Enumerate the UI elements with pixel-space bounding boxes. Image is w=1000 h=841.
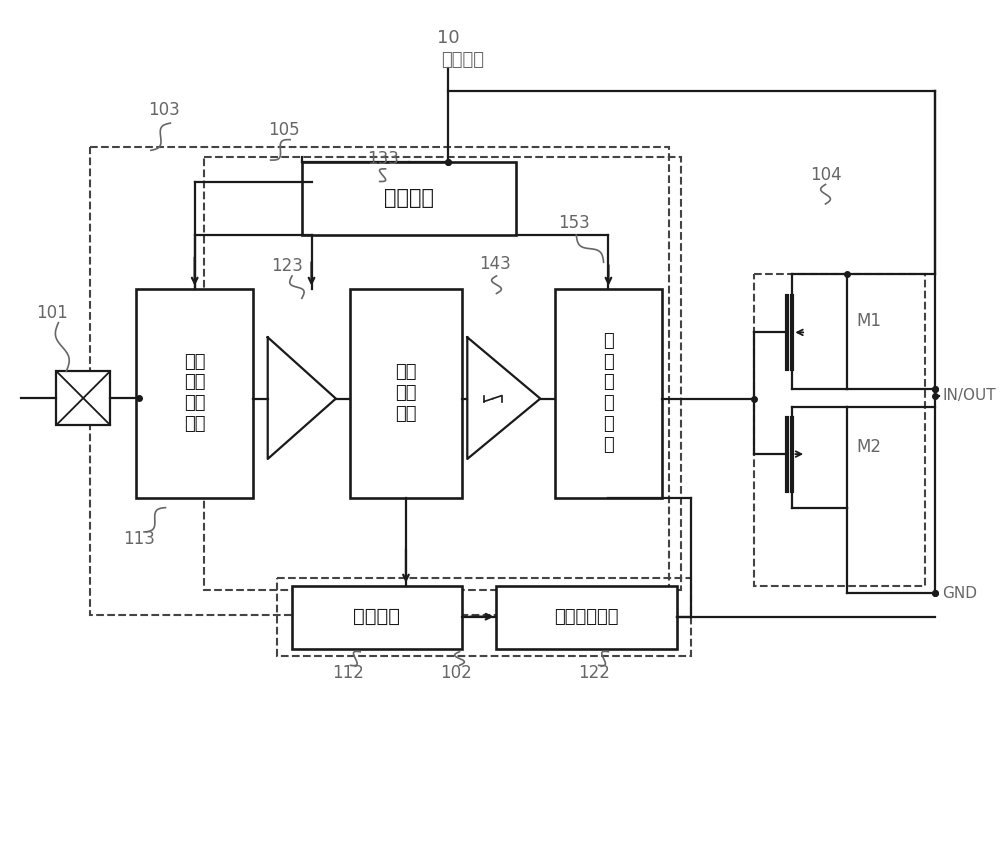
Text: IN/OUT: IN/OUT — [942, 389, 996, 403]
Text: 第
二
锁
存
单
元: 第 二 锁 存 单 元 — [603, 331, 614, 454]
Bar — [136, 288, 253, 498]
Polygon shape — [268, 337, 336, 459]
Text: 133: 133 — [367, 150, 399, 168]
Text: 123: 123 — [271, 257, 303, 275]
Text: GND: GND — [942, 586, 977, 600]
Text: 122: 122 — [578, 664, 610, 682]
Bar — [555, 288, 662, 498]
Bar — [292, 585, 462, 648]
Text: 104: 104 — [810, 166, 841, 183]
Text: M1: M1 — [857, 312, 882, 330]
Text: 101: 101 — [36, 304, 67, 322]
Bar — [204, 157, 681, 590]
Bar — [90, 147, 669, 615]
Text: 103: 103 — [148, 102, 179, 119]
Text: 第一锁存单元: 第一锁存单元 — [554, 608, 618, 626]
Text: 153: 153 — [558, 214, 590, 232]
Bar — [350, 288, 462, 498]
Text: 时钟模块: 时钟模块 — [384, 188, 434, 208]
Bar — [56, 372, 110, 425]
Text: 143: 143 — [479, 256, 510, 273]
Text: 寄存单元: 寄存单元 — [353, 607, 400, 627]
Text: 105: 105 — [268, 121, 300, 139]
Text: 102: 102 — [440, 664, 471, 682]
Text: 10: 10 — [437, 29, 459, 47]
Bar — [302, 162, 516, 235]
Text: 112: 112 — [333, 664, 364, 682]
Text: 动态
消除
失调
单元: 动态 消除 失调 单元 — [184, 352, 205, 433]
Text: M2: M2 — [857, 438, 882, 457]
Bar — [754, 274, 925, 585]
Text: 直流电压: 直流电压 — [441, 50, 484, 69]
Bar — [277, 578, 691, 656]
Polygon shape — [467, 337, 540, 459]
Text: 113: 113 — [123, 530, 155, 547]
Bar — [496, 585, 677, 648]
Text: 采样
保持
单元: 采样 保持 单元 — [395, 363, 417, 422]
